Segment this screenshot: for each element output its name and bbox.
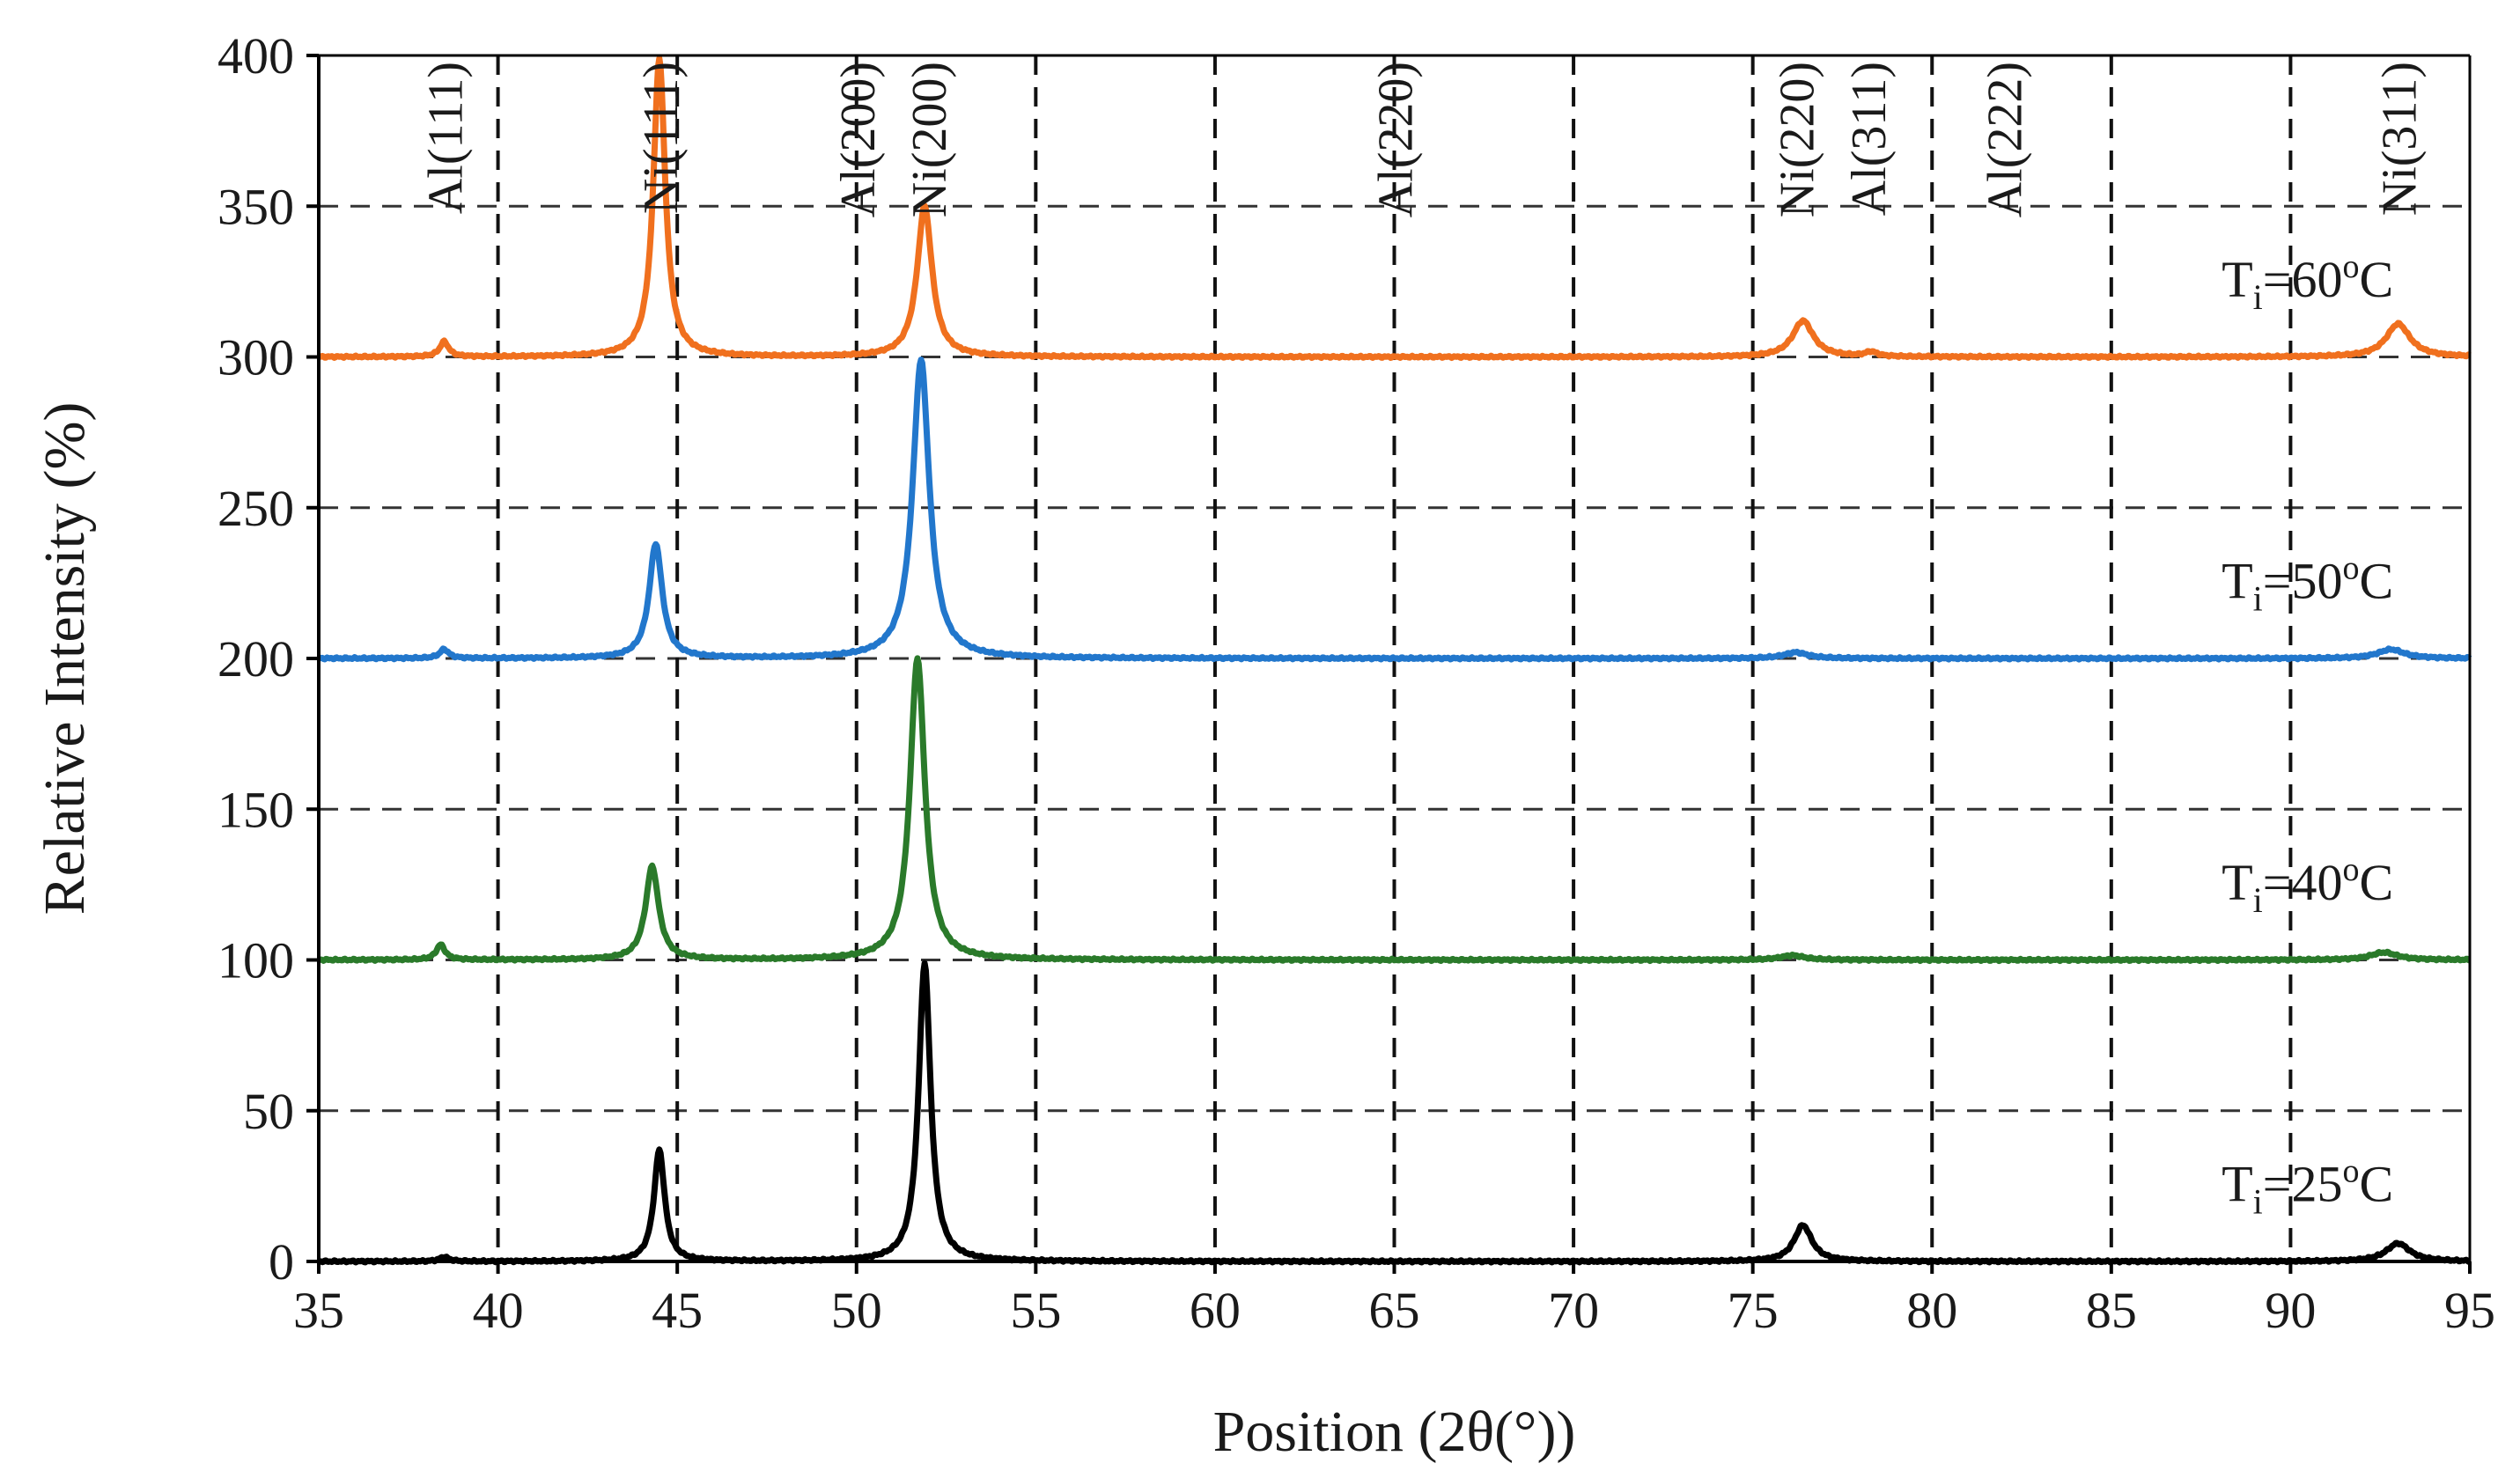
series-label-25: Ti=25oC xyxy=(2222,1153,2393,1222)
x-axis-title: Position (2θ(°)) xyxy=(1213,1400,1576,1464)
y-tick-label-50: 50 xyxy=(243,1083,294,1140)
x-tick-label-60: 60 xyxy=(1190,1282,1241,1339)
x-tick-label-85: 85 xyxy=(2086,1282,2137,1339)
series-label-40: Ti=40oC xyxy=(2222,851,2393,920)
y-tick-label-350: 350 xyxy=(217,178,294,235)
x-tick-label-70: 70 xyxy=(1548,1282,1599,1339)
x-tick-label-40: 40 xyxy=(473,1282,524,1339)
series-line-60 xyxy=(316,55,2472,362)
y-tick-label-200: 200 xyxy=(217,630,294,688)
x-tick-label-95: 95 xyxy=(2444,1282,2495,1339)
y-tick-label-300: 300 xyxy=(217,329,294,386)
peak-label-al111: Al(111) xyxy=(419,62,474,214)
axes: 35 40 45 50 55 60 65 70 75 80 85 90 95 0 50 100 150 200 25… xyxy=(217,27,2495,1339)
peak-label-ni311: Ni(311) xyxy=(2373,62,2428,216)
y-tick-label-150: 150 xyxy=(217,781,294,838)
peak-label-al222: Al(222) xyxy=(1978,62,2033,217)
y-tick-label-250: 250 xyxy=(217,480,294,537)
x-tick-label-45: 45 xyxy=(652,1282,703,1339)
x-tick-label-35: 35 xyxy=(293,1282,344,1339)
y-tick-label-100: 100 xyxy=(217,932,294,989)
series-line-40 xyxy=(316,655,2472,965)
x-tick-label-90: 90 xyxy=(2265,1282,2316,1339)
y-tick-label-0: 0 xyxy=(269,1233,294,1290)
x-tick-label-75: 75 xyxy=(1728,1282,1779,1339)
x-tick-label-50: 50 xyxy=(831,1282,882,1339)
x-tick-label-80: 80 xyxy=(1906,1282,1957,1339)
peak-label-al220: Al(220) xyxy=(1369,62,1424,217)
series-label-50: Ti=50oC xyxy=(2222,550,2393,619)
series-line-50 xyxy=(316,357,2472,663)
peak-labels: Al(111) Ni(111) Al(200) Ni(200) Al(220) Ni(22… xyxy=(419,62,2428,217)
series-labels: Ti=60oC Ti=50oC Ti=40oC Ti=25oC xyxy=(2222,248,2393,1222)
peak-label-ni220: Ni(220) xyxy=(1771,62,1825,217)
x-tick-label-65: 65 xyxy=(1369,1282,1420,1339)
series-label-60: Ti=60oC xyxy=(2222,248,2393,317)
peak-label-ni111: Ni(111) xyxy=(634,62,689,214)
x-tick-label-55: 55 xyxy=(1010,1282,1061,1339)
peak-label-al200: Al(200) xyxy=(831,62,886,217)
peak-label-al311: Al(311) xyxy=(1842,62,1897,216)
y-axis-title: Relative Intensity (%) xyxy=(33,402,97,915)
y-tick-label-400: 400 xyxy=(217,27,294,85)
peak-label-ni200: Ni(200) xyxy=(903,62,957,217)
